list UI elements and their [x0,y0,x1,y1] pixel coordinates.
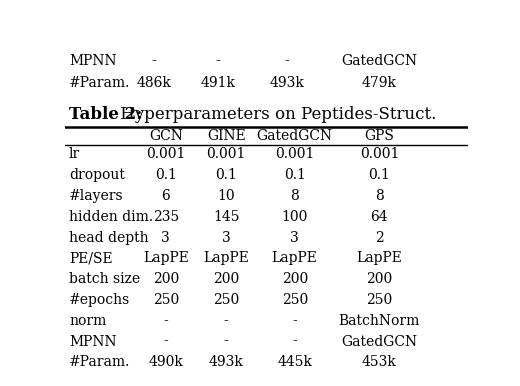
Text: 200: 200 [282,272,308,286]
Text: 200: 200 [213,272,239,286]
Text: 3: 3 [161,230,170,245]
Text: 3: 3 [222,230,230,245]
Text: 453k: 453k [362,356,397,369]
Text: LapPE: LapPE [143,251,189,266]
Text: 235: 235 [153,210,179,224]
Text: BatchNorm: BatchNorm [339,314,420,328]
Text: 100: 100 [281,210,308,224]
Text: GatedGCN: GatedGCN [341,335,418,349]
Text: 250: 250 [366,293,393,307]
Text: MPNN: MPNN [69,54,116,68]
Text: 486k: 486k [136,76,171,90]
Text: LapPE: LapPE [272,251,318,266]
Text: batch size: batch size [69,272,140,286]
Text: LapPE: LapPE [356,251,402,266]
Text: GatedGCN: GatedGCN [257,129,333,143]
Text: 0.1: 0.1 [155,168,177,182]
Text: 145: 145 [213,210,239,224]
Text: 491k: 491k [201,76,236,90]
Text: 493k: 493k [269,76,304,90]
Text: -: - [224,335,229,349]
Text: 64: 64 [371,210,388,224]
Text: MPNN: MPNN [69,335,116,349]
Text: 8: 8 [375,189,384,203]
Text: -: - [292,335,297,349]
Text: #Param.: #Param. [69,356,131,369]
Text: #epochs: #epochs [69,293,131,307]
Text: #Param.: #Param. [69,76,131,90]
Text: GCN: GCN [149,129,183,143]
Text: GPS: GPS [365,129,394,143]
Text: -: - [284,54,289,68]
Text: dropout: dropout [69,168,125,182]
Text: #layers: #layers [69,189,124,203]
Text: Table 2:: Table 2: [69,106,142,123]
Text: head depth: head depth [69,230,149,245]
Text: 490k: 490k [148,356,183,369]
Text: GatedGCN: GatedGCN [341,54,418,68]
Text: 0.1: 0.1 [368,168,391,182]
Text: -: - [151,54,156,68]
Text: 250: 250 [213,293,239,307]
Text: 0.001: 0.001 [275,147,315,161]
Text: 0.001: 0.001 [360,147,399,161]
Text: 6: 6 [161,189,170,203]
Text: 250: 250 [153,293,179,307]
Text: LapPE: LapPE [203,251,249,266]
Text: norm: norm [69,314,107,328]
Text: 0.1: 0.1 [284,168,306,182]
Text: 445k: 445k [277,356,312,369]
Text: -: - [216,54,220,68]
Text: hidden dim.: hidden dim. [69,210,153,224]
Text: Hyperparameters on Peptides-Struct.: Hyperparameters on Peptides-Struct. [115,106,437,123]
Text: -: - [163,335,168,349]
Text: 0.1: 0.1 [215,168,237,182]
Text: 2: 2 [375,230,384,245]
Text: 0.001: 0.001 [206,147,246,161]
Text: -: - [292,314,297,328]
Text: 200: 200 [366,272,393,286]
Text: PE/SE: PE/SE [69,251,113,266]
Text: lr: lr [69,147,80,161]
Text: -: - [224,314,229,328]
Text: -: - [163,314,168,328]
Text: 200: 200 [153,272,179,286]
Text: 0.001: 0.001 [146,147,186,161]
Text: GINE: GINE [207,129,245,143]
Text: 10: 10 [217,189,235,203]
Text: 8: 8 [290,189,299,203]
Text: 479k: 479k [362,76,397,90]
Text: 250: 250 [282,293,308,307]
Text: 3: 3 [290,230,299,245]
Text: 493k: 493k [209,356,244,369]
